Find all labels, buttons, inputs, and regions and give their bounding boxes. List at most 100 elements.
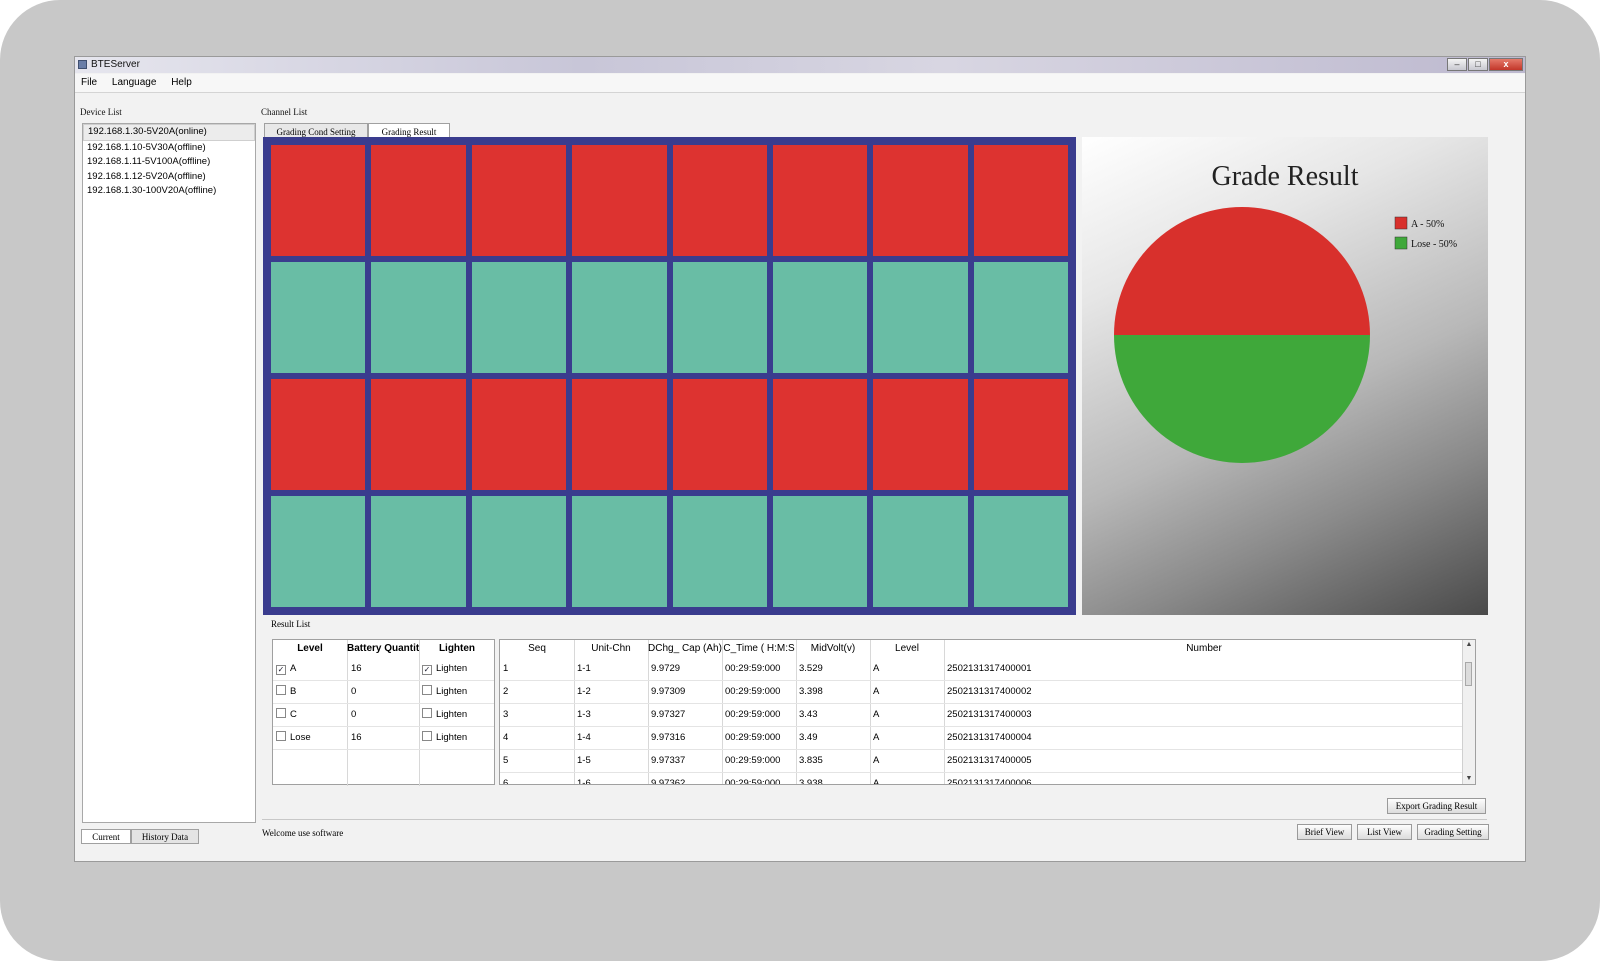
lighten-header: Lighten [438,643,476,654]
level-checkbox[interactable]: ✓ [276,665,286,675]
channel-cell[interactable] [271,145,366,256]
channel-cell[interactable] [572,262,667,373]
channel-cell[interactable] [471,145,567,256]
channel-cell[interactable] [973,262,1068,373]
device-item[interactable]: 192.168.1.11-5V100A(offline) [87,156,211,167]
scroll-up-icon[interactable]: ▲ [1465,641,1473,648]
device-item[interactable]: 192.168.1.30-100V20A(offline) [87,185,217,196]
channel-cell[interactable] [973,496,1068,607]
channel-cell[interactable] [271,496,366,607]
quantity-cell: 0 [351,686,357,697]
level-cell: ✓ A [276,658,346,680]
quantity-cell: 0 [351,709,357,720]
channel-cell[interactable] [371,496,466,607]
column-header[interactable]: Level [895,643,919,654]
table-row[interactable]: B 0 Lighten [273,681,494,704]
channel-cell[interactable] [471,496,567,607]
table-row[interactable]: 5 1-5 9.97337 00:29:59:000 3.835 A 25021313174… [500,750,1475,773]
grading-setting-button[interactable]: Grading Setting [1417,824,1489,840]
channel-cell[interactable] [371,145,466,256]
brief-view-button[interactable]: Brief View [1297,824,1352,840]
table-row[interactable]: 4 1-4 9.97316 00:29:59:000 3.49 A 250213131740… [500,727,1475,750]
table-cell: 9.97316 [651,732,686,743]
tab-grading-result[interactable]: Grading Result [368,123,450,140]
table-cell: 9.97309 [651,686,686,697]
lighten-checkbox[interactable] [422,685,432,695]
channel-cell[interactable] [973,379,1068,490]
channel-cell[interactable] [271,379,366,490]
table-row[interactable]: Lose 16 Lighten [273,727,494,750]
lighten-checkbox[interactable] [422,708,432,718]
column-header[interactable]: Number [1186,643,1222,654]
channel-cell[interactable] [572,496,667,607]
scroll-down-icon[interactable]: ▼ [1465,775,1473,782]
table-cell: 00:29:59:000 [725,663,781,674]
table-cell: 3.49 [799,732,818,743]
channel-cell[interactable] [672,145,767,256]
channel-cell[interactable] [973,145,1068,256]
channel-cell[interactable] [873,496,968,607]
result-scrollbar[interactable]: ▲ ▼ [1462,640,1475,784]
tab-history-data[interactable]: History Data [131,829,199,844]
menu-help[interactable]: Help [171,77,192,88]
channel-cell[interactable] [471,262,567,373]
channel-cell[interactable] [572,145,667,256]
level-checkbox[interactable] [276,731,286,741]
channel-cell[interactable] [873,262,968,373]
channel-cell[interactable] [772,145,868,256]
table-row[interactable]: 2 1-2 9.97309 00:29:59:000 3.398 A 25021313174… [500,681,1475,704]
list-view-button[interactable]: List View [1357,824,1412,840]
device-list[interactable]: 192.168.1.30-5V20A(online) 192.168.1.10-… [82,123,256,823]
channel-cell[interactable] [672,262,767,373]
channel-cell[interactable] [271,262,366,373]
table-row[interactable]: 1 1-1 9.9729 00:29:59:000 3.529 A 250213131740… [500,658,1475,681]
device-item[interactable]: 192.168.1.30-5V20A(online) [83,124,255,141]
tab-current[interactable]: Current [81,829,131,844]
column-header[interactable]: MidVolt(v) [810,643,856,654]
table-cell: 2502131317400002 [947,686,1032,697]
lighten-checkbox[interactable]: ✓ [422,665,432,675]
minimize-button[interactable]: – [1447,58,1467,71]
channel-cell[interactable] [772,262,868,373]
channel-cell[interactable] [672,496,767,607]
device-item[interactable]: 192.168.1.10-5V30A(offline) [87,141,206,153]
table-cell: A [873,732,880,743]
table-row[interactable]: C 0 Lighten [273,704,494,727]
level-checkbox[interactable] [276,708,286,718]
scroll-thumb[interactable] [1465,662,1472,686]
channel-cell[interactable] [873,379,968,490]
channel-cell[interactable] [471,379,567,490]
column-header[interactable]: DChg_ Cap (Ah) [648,643,722,654]
column-header[interactable]: Seq [528,643,546,654]
table-cell: 2502131317400006 [947,778,1032,785]
lighten-checkbox[interactable] [422,731,432,741]
column-header[interactable]: Unit-Chn [591,643,631,654]
channel-cell[interactable] [772,379,868,490]
app-icon [78,60,87,69]
channel-cell[interactable] [672,379,767,490]
device-item[interactable]: 192.168.1.12-5V20A(offline) [87,170,206,182]
close-button[interactable]: x [1489,58,1523,71]
chart-title: Grade Result [1212,161,1359,192]
level-value: A [290,663,297,674]
legend-label: A - 50% [1411,219,1444,230]
channel-cell[interactable] [772,496,868,607]
column-header[interactable]: C_Time ( H:M:S [723,643,795,654]
table-row[interactable]: 3 1-3 9.97327 00:29:59:000 3.43 A 250213131740… [500,704,1475,727]
channel-cell[interactable] [873,145,968,256]
export-grading-result-button[interactable]: Export Grading Result [1387,798,1486,814]
table-cell: 2502131317400005 [947,755,1032,766]
channel-cell[interactable] [371,262,466,373]
maximize-button[interactable]: □ [1468,58,1488,71]
menu-language[interactable]: Language [111,77,157,88]
channel-cell[interactable] [572,379,667,490]
lighten-label: Lighten [436,663,468,674]
level-checkbox[interactable] [276,685,286,695]
table-cell: 3 [503,709,509,720]
table-row[interactable]: ✓ A 16 ✓ Lighten [273,658,494,681]
menu-file[interactable]: File [81,77,98,88]
channel-cell[interactable] [371,379,466,490]
menu-bar: File Language Help [75,74,1525,93]
table-row[interactable]: 6 1-6 9.97362 00:29:59:000 3.938 A 25021313174… [500,773,1475,785]
